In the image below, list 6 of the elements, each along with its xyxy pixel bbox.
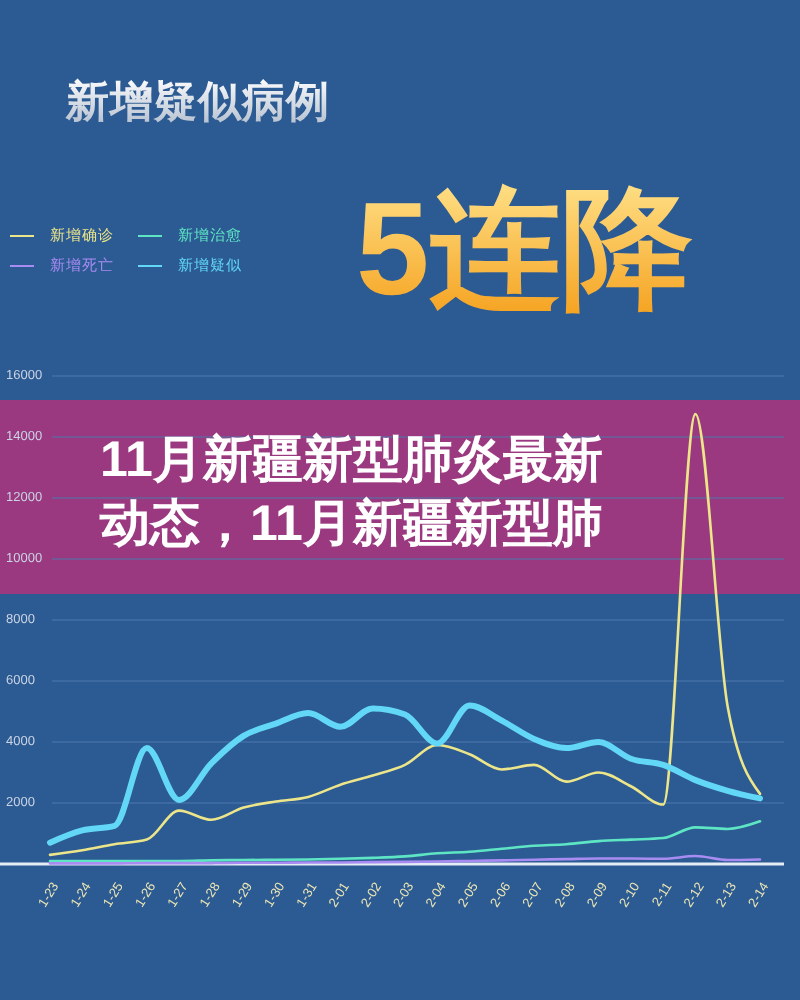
line-series — [48, 820, 762, 863]
line-series — [48, 412, 762, 857]
chart-subtitle: 5连降 — [356, 174, 694, 322]
line-series — [47, 702, 763, 846]
annotation: 11月新疆新型肺炎最新动态，11月新疆新型肺 — [98, 432, 603, 552]
chart-title: 新增疑似病例 — [64, 76, 330, 126]
